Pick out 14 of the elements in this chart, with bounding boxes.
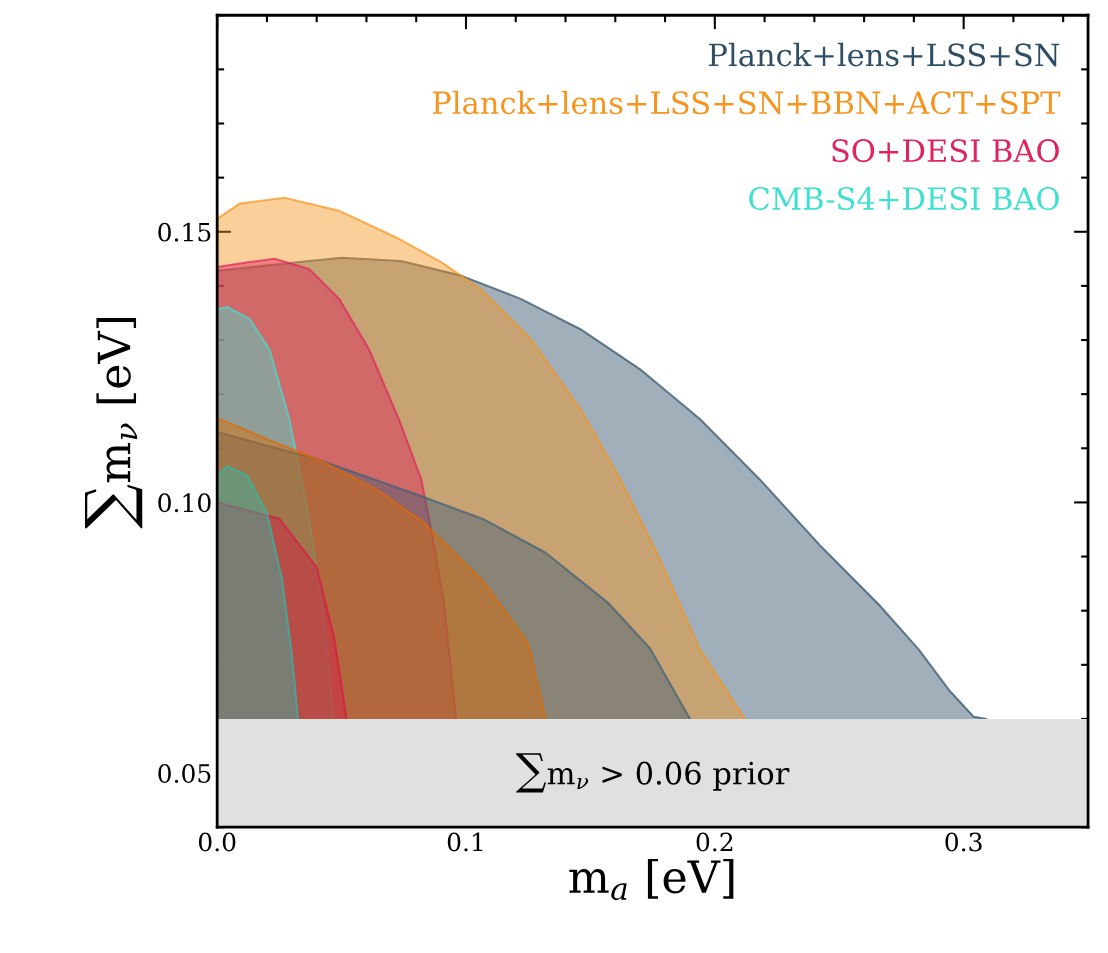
x-tick-label: 0.1 bbox=[447, 832, 483, 852]
text: CMB-S4+DESI BAO bbox=[749, 187, 1059, 211]
text: Planck+lens+LSS+SN+BBN+ACT+SPT bbox=[432, 90, 1061, 115]
y-tick-label: 0.05 bbox=[158, 764, 211, 783]
y-tick-label: 0.10 bbox=[158, 493, 211, 513]
text: SO+DESI BAO bbox=[832, 139, 1059, 163]
band-label: ∑m$_{ν}$ > 0.06 prior bbox=[516, 753, 790, 793]
y-tick-label: 0.15 bbox=[158, 222, 211, 242]
text: Planck+lens+LSS+SN bbox=[709, 42, 1060, 67]
x-tick-label: 0.0 bbox=[198, 832, 236, 852]
x-axis-title: m$_{a}$ [eV] bbox=[569, 859, 734, 901]
x-tick-label: 0.3 bbox=[945, 832, 982, 852]
x-tick-label: 0.2 bbox=[696, 832, 733, 852]
y-axis-title: ∑m$_{ν}$ [eV] bbox=[84, 317, 143, 529]
